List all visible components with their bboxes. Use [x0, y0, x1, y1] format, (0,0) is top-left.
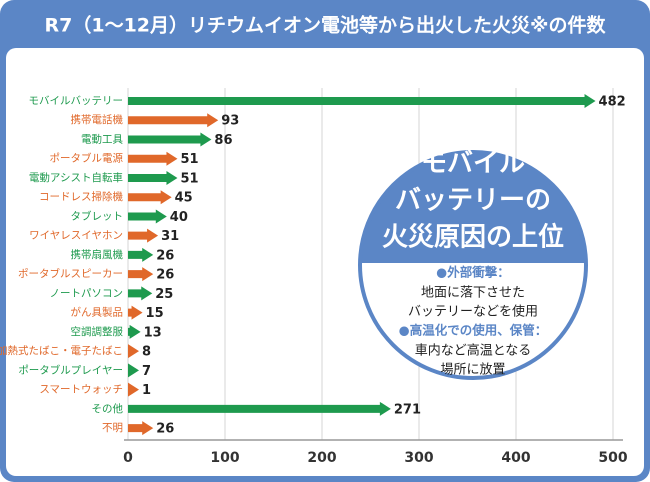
bar: [128, 382, 139, 397]
category-label: ポータブルプレイヤー: [18, 363, 123, 376]
value-label: 15: [146, 306, 164, 321]
callout-item-label: ●高温化での使用、保管：: [399, 323, 547, 338]
value-label: 45: [175, 191, 193, 206]
value-label: 26: [156, 268, 174, 283]
category-label: 携帯扇風機: [71, 248, 124, 261]
bar: [128, 151, 178, 166]
bar: [128, 286, 153, 301]
value-label: 7: [142, 364, 151, 379]
value-label: 31: [161, 229, 179, 244]
category-label: ノートパソコン: [50, 287, 124, 299]
bar: [128, 305, 143, 320]
callout-item-line: 場所に放置: [440, 363, 505, 378]
bar: [128, 170, 178, 185]
callout-heading: バッテリーの: [395, 186, 551, 216]
chart-title: R7（1～12月）リチウムイオン電池等から出火した火災※の件数: [45, 14, 607, 37]
x-tick-label: 100: [210, 450, 239, 466]
callout-border: [358, 150, 588, 380]
bar: [128, 421, 154, 436]
value-label: 51: [180, 152, 198, 167]
callout-item-label: ●外部衝撃：: [436, 265, 509, 280]
bar: [128, 344, 139, 359]
value-label: 26: [156, 422, 174, 437]
callout-item-line: 車内など高温となる: [415, 343, 532, 359]
category-label: 携帯電話機: [71, 113, 124, 126]
value-label: 86: [214, 133, 232, 148]
category-label: がん具製品: [71, 306, 124, 319]
value-label: 93: [221, 114, 239, 129]
category-label: 電動工具: [81, 132, 123, 145]
value-label: 482: [599, 95, 626, 110]
x-tick-label: 300: [404, 450, 433, 466]
value-label: 13: [144, 325, 162, 340]
category-label: その他: [92, 402, 124, 415]
value-label: 26: [156, 248, 174, 263]
bar: [128, 113, 219, 128]
callout-heading: 火災原因の上位: [382, 222, 564, 253]
value-label: 40: [170, 210, 188, 225]
category-label: スマートウォッチ: [39, 384, 123, 396]
value-label: 8: [142, 345, 151, 360]
value-label: 51: [180, 171, 198, 186]
category-label: モバイルバッテリー: [29, 95, 124, 107]
callout-item-line: 地面に落下させた: [421, 286, 525, 301]
category-label: 空調調整服: [71, 325, 124, 338]
category-label: コードレス掃除機: [39, 190, 123, 203]
bar: [128, 190, 172, 205]
plot: 0 100 200 300 400 500 モバイルバッテリー 482 携帯電話機 93 電動工具 8…: [0, 88, 628, 466]
callout-item-line: バッテリーなどを使用: [408, 304, 538, 320]
x-tick-label: 500: [598, 450, 627, 466]
category-label: 加熱式たばこ・電子たばこ: [0, 344, 123, 357]
callout-heading: モバイル: [421, 149, 525, 179]
bar: [128, 132, 212, 147]
bar: [128, 209, 167, 224]
bar: [128, 401, 391, 416]
category-label: ポータブル電源: [50, 152, 124, 165]
bar: [128, 363, 139, 378]
bar: [128, 247, 154, 262]
category-label: ワイヤレスイヤホン: [29, 230, 123, 242]
bar: [128, 228, 159, 243]
value-label: 1: [142, 383, 151, 398]
bar: [128, 94, 596, 108]
category-label: ポータブルスピーカー: [18, 267, 123, 280]
x-tick-label: 400: [501, 450, 530, 466]
bar: [128, 324, 141, 339]
bar: [128, 267, 154, 282]
x-tick-label: 0: [123, 450, 133, 466]
value-label: 271: [394, 402, 421, 417]
value-label: 25: [155, 287, 173, 302]
category-label: 電動アシスト自転車: [29, 171, 123, 184]
category-label: 不明: [102, 422, 123, 434]
x-tick-label: 200: [307, 450, 336, 466]
category-label: タブレット: [71, 209, 124, 222]
